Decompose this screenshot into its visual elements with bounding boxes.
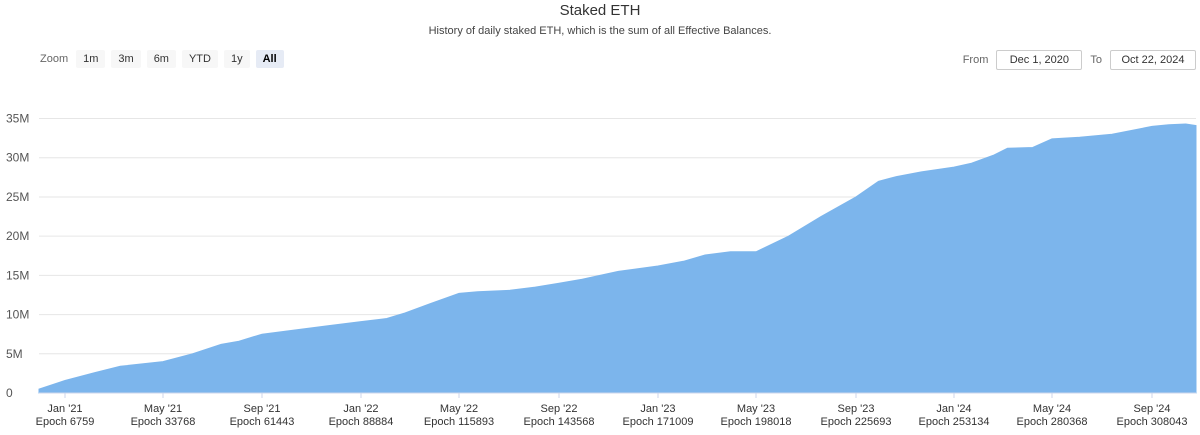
area-series: [38, 123, 1197, 394]
y-tick-label: 15M: [6, 268, 29, 282]
y-axis: 0 5M 10M 15M 20M 25M 30M 35M: [6, 112, 29, 400]
from-date-input[interactable]: [996, 50, 1083, 70]
x-tick-month-label: Jan '24: [936, 403, 971, 415]
zoom-6m-button[interactable]: 6m: [146, 50, 176, 68]
y-tick-label: 35M: [6, 112, 29, 126]
zoom-1y-button[interactable]: 1y: [223, 50, 250, 68]
staked-eth-area: [38, 123, 1197, 394]
x-tick-epoch-label: Epoch 6759: [36, 416, 95, 428]
x-tick-epoch-label: Epoch 280368: [1017, 416, 1088, 428]
x-tick-month-label: Jan '22: [343, 403, 378, 415]
zoom-3m-button[interactable]: 3m: [111, 50, 141, 68]
to-date-input[interactable]: [1110, 50, 1196, 70]
zoom-ytd-button[interactable]: YTD: [181, 50, 218, 68]
x-tick-epoch-label: Epoch 253134: [919, 416, 990, 428]
zoom-all-button[interactable]: All: [255, 50, 284, 68]
x-tick-month-label: Jan '23: [640, 403, 675, 415]
chart-title: Staked ETH: [559, 2, 641, 19]
x-tick-month-label: May '21: [144, 403, 182, 415]
x-tick-epoch-label: Epoch 115893: [424, 416, 494, 428]
chart-subtitle: History of daily staked ETH, which is th…: [428, 25, 772, 37]
y-tick-label: 30M: [6, 151, 29, 165]
x-tick-month-label: Sep '21: [244, 403, 281, 415]
from-label: From: [962, 54, 989, 66]
zoom-1m-button[interactable]: 1m: [76, 50, 106, 68]
x-tick-epoch-label: Epoch 308043: [1117, 416, 1188, 428]
x-tick-epoch-label: Epoch 88884: [329, 416, 394, 428]
y-tick-label: 25M: [6, 190, 29, 204]
zoom-label: Zoom: [40, 53, 69, 65]
x-tick-month-label: Sep '23: [838, 403, 875, 415]
x-tick-epoch-label: Epoch 33768: [131, 416, 196, 428]
y-tick-label: 5M: [6, 347, 23, 361]
x-tick-epoch-label: Epoch 198018: [721, 416, 792, 428]
date-range-selector: From To: [963, 50, 1196, 70]
x-tick-month-label: May '22: [440, 403, 478, 415]
x-tick-epoch-label: Epoch 61443: [230, 416, 295, 428]
x-tick-month-label: Jan '21: [47, 403, 82, 415]
x-tick-epoch-label: Epoch 171009: [623, 416, 694, 428]
y-tick-label: 0: [6, 386, 13, 400]
y-tick-label: 20M: [6, 229, 29, 243]
x-tick-month-label: May '23: [737, 403, 775, 415]
y-tick-label: 10M: [6, 308, 29, 322]
x-tick-month-label: Sep '24: [1134, 403, 1171, 415]
x-tick-month-label: May '24: [1033, 403, 1071, 415]
x-tick-epoch-label: Epoch 225693: [821, 416, 892, 428]
x-tick-month-label: Sep '22: [541, 403, 578, 415]
to-label: To: [1090, 54, 1102, 66]
zoom-bar: Zoom 1m 3m 6m YTD 1y All: [40, 50, 284, 68]
x-tick-epoch-label: Epoch 143568: [524, 416, 595, 428]
